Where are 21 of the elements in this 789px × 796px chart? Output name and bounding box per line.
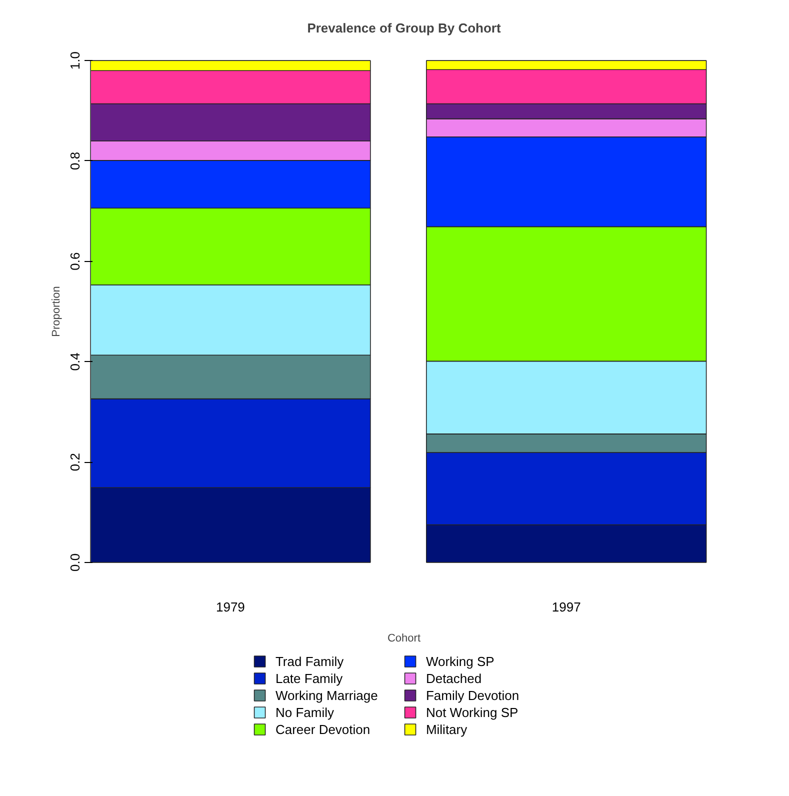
x-tick-label: 1997 (552, 600, 581, 614)
chart-title: Prevalence of Group By Cohort (307, 20, 502, 36)
x-tick-label: 1979 (216, 600, 245, 614)
y-axis-title: Proportion (50, 286, 62, 337)
y-tick-label: 0.6 (68, 252, 82, 270)
legend-label: Not Working SP (426, 705, 518, 720)
y-tick-label: 0.4 (68, 352, 82, 371)
legend-label: Trad Family (275, 654, 344, 669)
legend-label: Detached (426, 671, 482, 686)
legend-label: No Family (275, 705, 334, 720)
x-axis-title: Cohort (387, 632, 421, 644)
legend-label: Career Devotion (275, 722, 370, 737)
legend-label: Working SP (426, 654, 494, 669)
legend-label: Family Devotion (426, 688, 520, 703)
legend-label: Military (426, 722, 468, 737)
y-tick-label: 1.0 (68, 52, 82, 70)
legend-label: Late Family (275, 671, 344, 686)
legend-label: Working Marriage (275, 688, 378, 703)
y-tick-label: 0.0 (68, 553, 82, 572)
y-tick-label: 0.2 (68, 453, 82, 472)
y-tick-label: 0.8 (68, 152, 82, 170)
